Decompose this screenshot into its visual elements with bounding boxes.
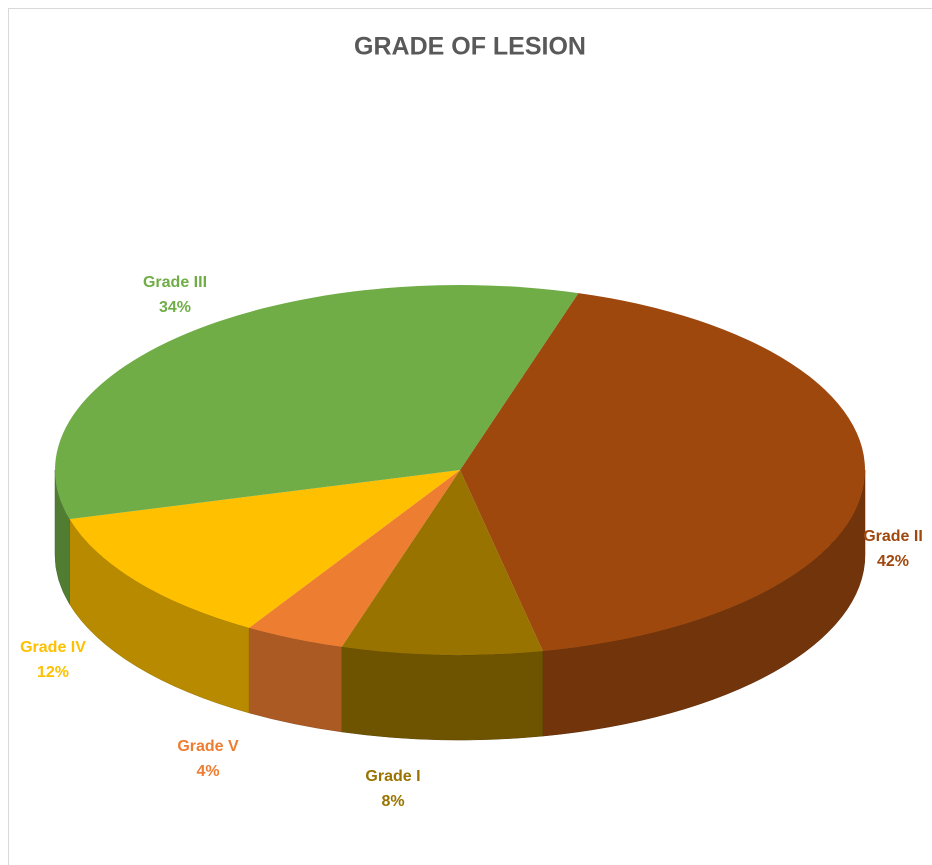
pie-walls bbox=[54, 469, 866, 741]
data-label-name: Grade II bbox=[863, 528, 923, 545]
data-label-value: 42% bbox=[877, 553, 909, 570]
data-label-value: 4% bbox=[196, 763, 219, 780]
pie-slice bbox=[460, 293, 865, 652]
pie-slice bbox=[248, 470, 460, 647]
data-label-name: Grade IV bbox=[20, 639, 86, 656]
pie-slice bbox=[55, 284, 579, 520]
data-label-value: 12% bbox=[37, 664, 69, 681]
data-label-name: Grade V bbox=[177, 738, 239, 755]
data-label-name: Grade I bbox=[365, 768, 420, 785]
pie-slice-side bbox=[341, 646, 544, 741]
data-label-value: 8% bbox=[381, 793, 404, 810]
pie-slice bbox=[341, 470, 543, 655]
chart-title: GRADE OF LESION bbox=[354, 33, 586, 61]
data-label-value: 34% bbox=[159, 299, 191, 316]
pie-slice bbox=[69, 470, 461, 628]
data-label-name: Grade III bbox=[143, 274, 207, 291]
